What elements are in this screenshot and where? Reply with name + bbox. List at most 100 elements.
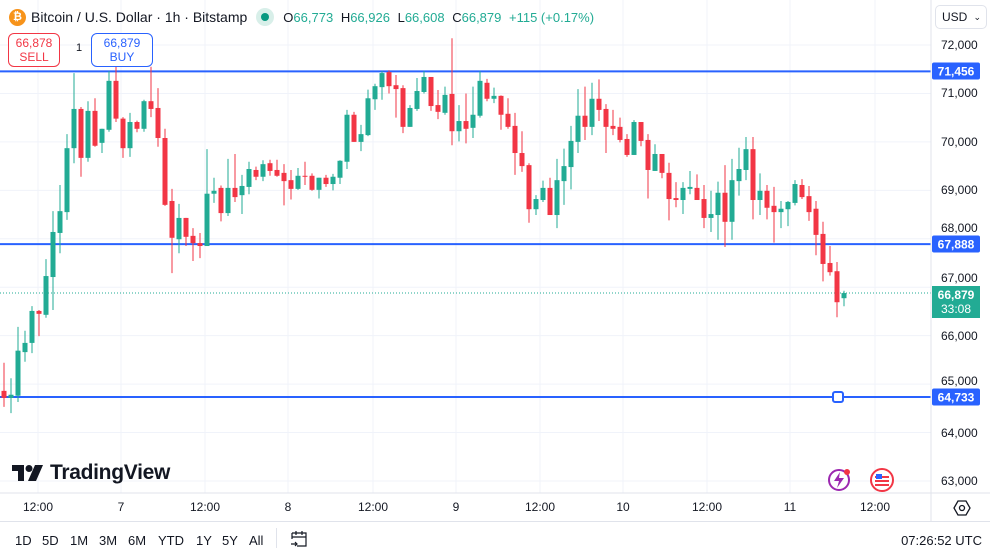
currency-select[interactable]: USD ⌄	[935, 5, 987, 29]
candle	[302, 161, 308, 185]
candle-body	[673, 198, 679, 201]
candle-body	[540, 187, 546, 201]
range-button-3m[interactable]: 3M	[99, 533, 118, 548]
candle-body	[393, 85, 399, 90]
price-tick-label: 72,000	[941, 38, 978, 52]
candle	[687, 170, 693, 195]
candle	[267, 159, 273, 176]
candle	[85, 101, 91, 162]
sell-button[interactable]: 66,878 SELL	[8, 33, 60, 67]
price-tick-label: 70,000	[941, 134, 978, 149]
time-tick-label: 12:00	[189, 500, 221, 514]
candle	[295, 168, 301, 190]
candle-body	[365, 98, 371, 136]
range-button-6m[interactable]: 6M	[128, 533, 147, 548]
clock[interactable]: 07:26:52 UTC	[901, 533, 982, 548]
candle-body	[582, 115, 588, 127]
candle-body	[617, 126, 623, 140]
candle-body	[771, 205, 777, 213]
candle-body	[330, 176, 336, 185]
candle-body	[498, 95, 504, 115]
candle-body	[680, 187, 686, 201]
market-status-icon[interactable]	[256, 8, 275, 26]
candle	[435, 90, 441, 120]
candle-body	[197, 243, 203, 247]
candle	[330, 173, 336, 191]
candle-body	[43, 276, 49, 315]
symbol-title[interactable]: Bitcoin / U.S. Dollar · 1h · Bitstamp	[31, 9, 248, 25]
range-button-1m[interactable]: 1M	[70, 533, 89, 548]
candle-body	[519, 153, 525, 167]
candle-body	[302, 175, 308, 177]
candle	[841, 290, 847, 307]
buy-price: 66,879	[103, 36, 141, 50]
candle-body	[8, 394, 14, 398]
candle-body	[638, 122, 644, 141]
candle	[288, 169, 294, 200]
candle	[505, 98, 511, 129]
candle	[400, 85, 406, 134]
candle-body	[442, 94, 448, 113]
candle	[820, 221, 826, 282]
candle-body	[218, 187, 224, 214]
candle	[120, 117, 126, 158]
candle-body	[568, 140, 574, 168]
high-value: 66,926	[350, 9, 390, 25]
us-flag-icon[interactable]	[869, 467, 895, 493]
candle-body	[554, 180, 560, 216]
price-tick-label: 71,000	[941, 86, 978, 101]
candle	[631, 120, 637, 155]
candle-body	[743, 149, 749, 170]
candle	[253, 166, 259, 181]
candle-body	[778, 208, 784, 213]
line-drag-handle[interactable]	[832, 391, 844, 404]
range-button-5y[interactable]: 5Y	[222, 533, 238, 548]
candle	[694, 174, 700, 201]
candle	[239, 174, 245, 215]
candle	[22, 330, 28, 362]
range-button-all[interactable]: All	[249, 533, 264, 548]
candle	[680, 182, 686, 215]
price-tick-label: 69,000	[941, 183, 978, 198]
candle-body	[106, 80, 112, 130]
bar-countdown: 33:08	[940, 302, 972, 316]
chevron-down-icon: ⌄	[973, 11, 981, 22]
candle-body	[162, 138, 168, 205]
candle	[659, 153, 665, 179]
candle-body	[505, 113, 511, 127]
price-tick-label: 63,000	[941, 473, 978, 488]
settings-icon[interactable]	[952, 498, 972, 518]
candle-body	[757, 190, 763, 201]
candle	[638, 122, 644, 147]
go-to-date-icon[interactable]	[289, 529, 309, 549]
candle	[379, 71, 385, 100]
candle-body	[134, 122, 140, 129]
candle	[540, 180, 546, 202]
candle	[722, 165, 728, 247]
range-button-5d[interactable]: 5D	[42, 533, 59, 548]
symbol-legend: ₿ Bitcoin / U.S. Dollar · 1h · Bitstamp …	[9, 7, 598, 27]
range-button-ytd[interactable]: YTD	[158, 533, 184, 548]
price-chart[interactable]	[0, 0, 990, 521]
candle-body	[92, 110, 98, 146]
buy-button[interactable]: 66,879 BUY	[91, 33, 153, 67]
tradingview-logo[interactable]: TradingView	[12, 461, 170, 485]
candle	[603, 104, 609, 154]
candle-body	[211, 190, 217, 194]
candle-body	[358, 134, 364, 142]
candle-body	[120, 118, 126, 149]
range-button-1y[interactable]: 1Y	[196, 533, 212, 548]
range-button-1d[interactable]: 1D	[15, 533, 32, 548]
candle-body	[15, 350, 21, 396]
candle	[155, 88, 161, 147]
candle-body	[435, 105, 441, 112]
lightning-icon[interactable]	[826, 467, 852, 493]
candle	[78, 107, 84, 177]
candle-body	[295, 175, 301, 189]
candle-body	[715, 192, 721, 216]
candle-body	[701, 199, 707, 218]
candle-body	[64, 148, 70, 213]
candle	[645, 134, 651, 199]
candle-body	[386, 72, 392, 87]
candle-body	[477, 80, 483, 116]
